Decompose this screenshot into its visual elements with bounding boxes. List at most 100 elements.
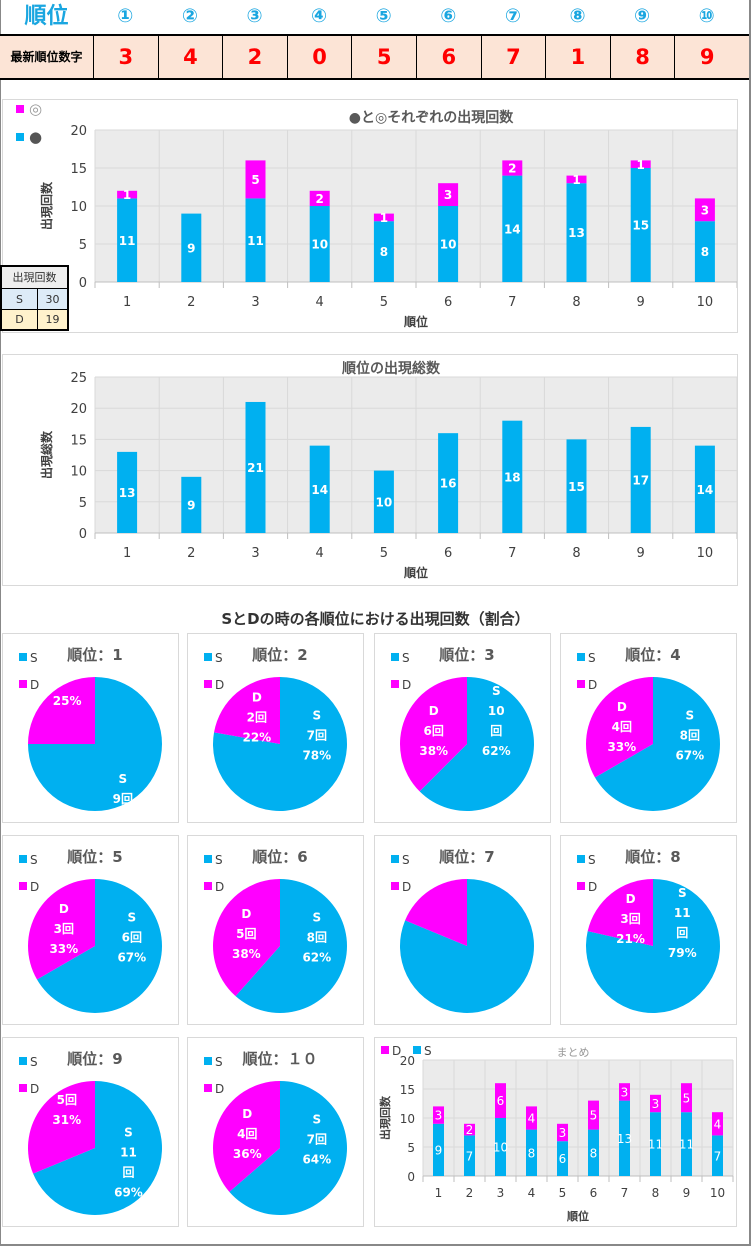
bar-segment — [694, 445, 715, 533]
bar-value-label: 10 — [440, 238, 457, 252]
chart-summary: 0 5 10 15 20 1 9 3 2 7 2 3 10 6 4 8 4 5 6 3 6 8 5 7 13 3 8 11 3 9 11 5 1… — [378, 1044, 734, 1223]
bar-value-label: 21 — [247, 461, 264, 475]
pie-slice-s — [235, 879, 347, 1013]
pie-label-d: 33% — [607, 740, 636, 754]
pie-slice-s — [33, 1081, 163, 1215]
bar-value-label: 8 — [528, 1146, 536, 1160]
x-tick-label: 3 — [497, 1186, 505, 1200]
legend-swatch-d — [204, 882, 212, 890]
bar-segment — [433, 1123, 444, 1176]
position-header: ⑦ — [504, 5, 521, 27]
bar-value-label: 3 — [559, 1126, 567, 1140]
pie-chart-panel: S D 順位：8 S 11 回 79% D 3回 21% — [560, 835, 737, 1025]
x-axis-title: 順位 — [403, 565, 428, 580]
bar-segment — [309, 206, 330, 282]
chart-marks-counts: 0510152011112931154102581610371428131915… — [16, 100, 738, 329]
pie-slice-d — [214, 677, 280, 744]
bar-value-label: 3 — [652, 1097, 660, 1111]
latest-digit-cell: 8 — [609, 36, 675, 78]
pie-chart-panel: S D 順位：１０ S 7回 64% D 4回 36% — [187, 1037, 364, 1227]
bar-value-label: 8 — [590, 1146, 598, 1160]
pie-label-s: 回 — [676, 926, 688, 940]
pie-label-s: S — [312, 709, 321, 723]
legend-swatch — [16, 133, 24, 141]
position-header: ⑧ — [569, 5, 586, 27]
pie-label-d: 38% — [232, 947, 261, 961]
bar-value-label: 4 — [528, 1112, 536, 1126]
pie-label-d: 2回 — [247, 710, 267, 724]
bar-segment — [495, 1083, 506, 1118]
pie-slice-d — [213, 879, 280, 997]
y-tick-label: 10 — [400, 1112, 415, 1126]
x-tick-label: 2 — [187, 295, 195, 310]
position-header: ⑥ — [440, 5, 457, 27]
pie-title: 順位：8 — [624, 848, 680, 866]
bar-value-label: 11 — [648, 1138, 663, 1152]
x-axis-title: 順位 — [567, 1209, 589, 1223]
pie-label-s: S — [492, 684, 501, 698]
legend-swatch-s — [204, 653, 212, 661]
pie-label-s: 11 — [120, 1145, 137, 1159]
bar-value-label: 14 — [697, 483, 714, 497]
pie-label-d: D — [429, 704, 439, 718]
pie-label-d: D — [617, 700, 627, 714]
bar-segment — [712, 1112, 723, 1136]
y-axis-title: 出現総数 — [39, 430, 54, 479]
bar-segment — [619, 1100, 630, 1176]
legend-swatch-s — [19, 855, 27, 863]
legend-label-d: D — [30, 1082, 39, 1096]
pie-label-s: S — [312, 1113, 321, 1127]
bar-segment — [117, 198, 138, 282]
x-tick-label: 1 — [435, 1186, 443, 1200]
bar-value-label: 7 — [714, 1149, 722, 1163]
bar-segment — [181, 213, 202, 282]
pie-title: 順位：7 — [438, 848, 494, 866]
legend-swatch-d — [204, 1084, 212, 1092]
pie-chart-panel: S D 順位：3 S 10 回 62% D 6回 38% — [374, 633, 551, 823]
pie-label-s: S — [127, 911, 136, 925]
bar-value-label: 5 — [251, 173, 259, 187]
bar-segment — [681, 1083, 692, 1113]
bar-value-label: 5 — [683, 1091, 691, 1105]
pie-title: 順位：3 — [438, 646, 494, 664]
y-axis-title: 出現回数 — [39, 181, 54, 230]
bar-value-label: 13 — [568, 226, 585, 240]
legend-label-s: S — [215, 651, 223, 665]
x-tick-label: 2 — [466, 1186, 474, 1200]
bar-value-label: 4 — [714, 1117, 722, 1131]
legend-label-d: D — [30, 880, 39, 894]
pie-label-s: 62% — [302, 951, 331, 965]
legend-label-s: S — [215, 1055, 223, 1069]
bar-segment — [309, 190, 330, 206]
pie-label-d: 22% — [242, 730, 271, 744]
bar-segment — [245, 160, 266, 199]
bar-value-label: 9 — [435, 1143, 443, 1157]
legend-swatch-d — [391, 680, 399, 688]
y-tick-label: 25 — [70, 371, 87, 386]
latest-digits-label: 最新順位数字 — [10, 50, 83, 64]
bar-value-label: 5 — [590, 1109, 598, 1123]
bar-segment — [630, 426, 651, 533]
y-tick-label: 0 — [79, 527, 87, 542]
pie-slice-s — [594, 677, 720, 811]
x-tick-label: 4 — [316, 295, 324, 310]
x-tick-label: 4 — [528, 1186, 536, 1200]
pie-slice-s — [36, 879, 162, 1013]
legend-swatch — [413, 1046, 421, 1054]
pie-slice-d — [213, 1081, 280, 1192]
count-table-d-label: D — [2, 309, 38, 329]
position-header: ⑤ — [375, 5, 392, 27]
bar-segment — [694, 198, 715, 222]
pie-label-s: S — [678, 886, 687, 900]
bar-segment — [650, 1112, 661, 1176]
bar-value-label: 11 — [247, 234, 264, 248]
legend-swatch-d — [204, 680, 212, 688]
bar-value-label: 9 — [187, 498, 195, 512]
legend-label: D — [392, 1044, 401, 1058]
bar-value-label: 15 — [632, 219, 649, 233]
pie-slice-s — [229, 1081, 347, 1215]
bar-value-label: 10 — [376, 495, 393, 509]
legend-swatch-s — [204, 1057, 212, 1065]
